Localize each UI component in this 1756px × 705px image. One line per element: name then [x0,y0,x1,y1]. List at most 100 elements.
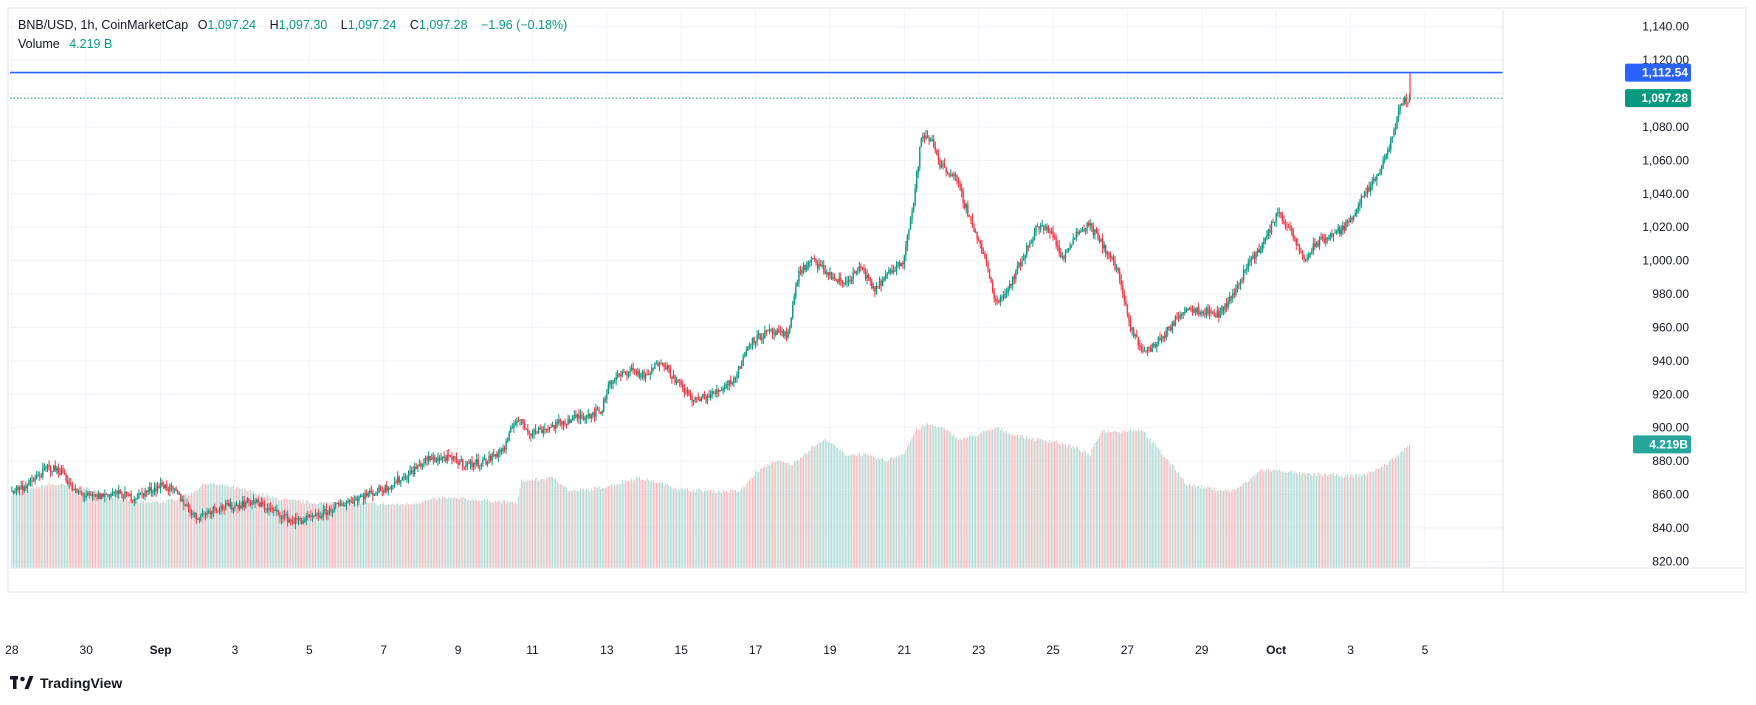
volume-bar [483,498,485,568]
candle-body [1115,268,1118,270]
volume-bar [1379,468,1381,568]
volume-bar [1399,452,1401,568]
volume-bar [260,495,262,568]
candle-body [652,368,655,370]
volume-bar [1119,432,1121,568]
candle-body [460,459,462,462]
candle-body [550,426,552,428]
candle-body [395,481,397,484]
volume-bar [575,491,577,568]
candle-body [1197,307,1200,314]
volume-bar [42,485,44,568]
candle-body [541,428,543,433]
candle-body [245,502,247,508]
candle-body [1239,279,1242,285]
candle-body [341,503,343,506]
volume-bar [741,488,743,568]
volume-bar [900,454,902,568]
volume-bar [276,498,278,568]
ohlc-row: BNB/USD, 1h, CoinMarketCap O1,097.24 H1,… [18,16,577,35]
candle-body [771,329,774,335]
volume-bar [648,480,650,568]
tradingview-logo-icon[interactable] [10,676,34,690]
candle-body [815,258,817,264]
candle-body [778,329,780,332]
candle-body [680,381,682,386]
volume-bar [243,488,245,568]
candle-body [836,281,839,283]
candle-body [1109,253,1112,258]
candle-body [398,477,400,483]
volume-bar [948,431,950,568]
brand-name[interactable]: TradingView [40,675,123,691]
symbol-title[interactable]: BNB/USD, 1h, CoinMarketCap [18,18,189,32]
candle-body [616,374,619,377]
volume-bar [1040,439,1042,568]
candle-body [386,485,388,491]
candle-body [1362,196,1364,198]
candle-body [956,175,958,181]
volume-bar [1224,489,1226,568]
candle-body [635,370,637,374]
candle-body [500,449,503,452]
time-axis[interactable]: 28 30 Sep 3 5 7 9 11 13 15 17 19 21 23 25 27 29 Oct 3 5 [5,643,1428,657]
volume-bar [271,496,273,568]
candle-body [1145,350,1147,352]
volume-bar [1209,487,1210,568]
volume-bar [511,501,513,568]
candle-body [37,475,39,477]
volume-bar [883,460,885,568]
candle-body [1340,230,1342,234]
volume-bar [462,497,464,568]
volume-bar [858,453,860,568]
volume-bar [807,451,809,568]
time-tick-label: 25 [1046,643,1060,657]
candle-body [486,461,489,465]
candle-body [482,459,484,464]
volume-bar [1034,441,1035,568]
candle-body [51,471,53,473]
candle-body [1154,344,1157,347]
candle-body [1390,138,1392,150]
candle-body [1235,288,1237,295]
candle-body [823,265,825,271]
candle-body [45,467,47,469]
candle-body [314,514,317,517]
candle-body [819,263,822,267]
candle-body [1160,337,1163,340]
volume-label[interactable]: Volume [18,37,60,51]
candle-body [757,333,760,335]
volume-bar [748,480,750,568]
volume-bar [1404,447,1406,568]
volume-bar [361,501,363,568]
volume-bar [765,467,767,568]
close-label: C [409,18,419,32]
candle-body [207,511,210,513]
high-price-tag: 1,112.54 [1642,66,1688,80]
volume-bar [1328,474,1330,568]
candle-body [1159,337,1161,340]
volume-bar [1013,435,1015,568]
volume-bar [203,484,205,568]
volume-bar [454,497,456,568]
candle-body [434,456,436,462]
candle-body [1335,231,1338,233]
candle-body [733,377,735,383]
volume-bar [956,437,958,568]
candle-body [713,391,715,393]
candle-body [330,508,332,513]
candle-body [977,239,980,241]
candle-body [601,411,603,414]
volume-bar [315,504,316,568]
candle-body [344,504,346,507]
candle-body [70,483,72,485]
candle-body [316,513,318,515]
candle-body [373,493,376,496]
volume-bar [1075,446,1077,568]
candle-body [156,485,159,492]
volume-bar [1144,431,1145,568]
candle-body [1125,300,1127,305]
volume-bar [442,496,444,568]
